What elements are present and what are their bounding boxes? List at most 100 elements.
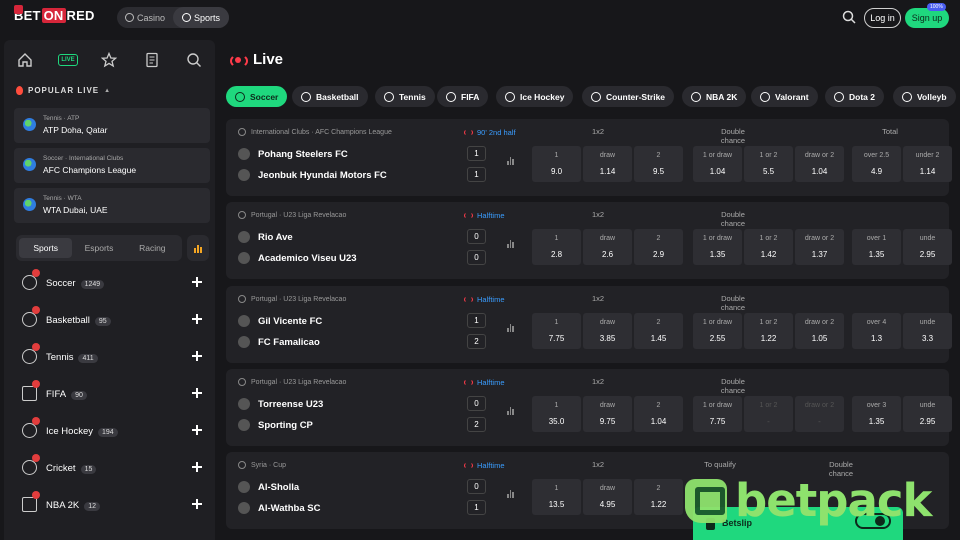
odds-button[interactable]: draw or 2 1.05 xyxy=(795,313,844,349)
stats-button[interactable] xyxy=(187,235,209,261)
popular-item[interactable]: Tennis · ATP ATP Doha, Qatar xyxy=(14,108,210,143)
odds-button[interactable]: unde 3.3 xyxy=(903,313,952,349)
plus-icon[interactable] xyxy=(192,277,202,287)
event-card[interactable]: International Clubs · AFC Champions Leag… xyxy=(226,119,952,196)
odds-button[interactable]: 2 1.45 xyxy=(634,313,683,349)
popular-live-header[interactable]: POPULAR LIVE ▲ xyxy=(16,86,111,95)
chip-fifa[interactable]: FIFA xyxy=(437,86,489,107)
search-icon[interactable] xyxy=(842,10,856,24)
team-home[interactable]: Pohang Steelers FC xyxy=(238,148,348,160)
odds-button[interactable]: 1 or 2 1.42 xyxy=(744,229,793,265)
odds-button[interactable]: 1 9.0 xyxy=(532,146,581,182)
odds-button[interactable]: 1 or draw 1.04 xyxy=(693,146,742,182)
odds-button[interactable]: 1 or 2 5.5 xyxy=(744,146,793,182)
odds-button[interactable]: draw or 2 1.04 xyxy=(795,146,844,182)
switch-sports[interactable]: Sports xyxy=(173,7,229,28)
team-away[interactable]: Academico Viseu U23 xyxy=(238,252,357,264)
odds-button[interactable]: draw 4.95 xyxy=(583,479,632,515)
watermark-text: betpack xyxy=(735,474,932,527)
event-card[interactable]: Portugal · U23 Liga Revelacao Halftime Tor… xyxy=(226,369,952,446)
home-icon[interactable] xyxy=(17,52,33,68)
odds-button[interactable]: 1 13.5 xyxy=(532,479,581,515)
plus-icon[interactable] xyxy=(192,351,202,361)
odds-button[interactable]: 1 or 2- xyxy=(744,396,793,432)
chip-soccer[interactable]: Soccer xyxy=(226,86,288,107)
popular-item[interactable]: Tennis · WTA WTA Dubai, UAE xyxy=(14,188,210,223)
stats-icon[interactable] xyxy=(507,324,514,332)
plus-icon[interactable] xyxy=(192,314,202,324)
chip-basketball[interactable]: Basketball xyxy=(292,86,368,107)
odds-button[interactable]: draw 3.85 xyxy=(583,313,632,349)
tab-esports[interactable]: Esports xyxy=(84,243,114,253)
stats-icon[interactable] xyxy=(507,407,514,415)
plus-icon[interactable] xyxy=(192,425,202,435)
plus-icon[interactable] xyxy=(192,462,202,472)
switch-casino[interactable]: Casino xyxy=(117,7,173,28)
stats-icon[interactable] xyxy=(507,490,514,498)
odds-button[interactable]: over 3 1.35 xyxy=(852,396,901,432)
odds-button[interactable]: 2 1.22 xyxy=(634,479,683,515)
sidebar-item-fifa[interactable]: FIFA 90 xyxy=(4,376,215,413)
odds-button[interactable]: draw 2.6 xyxy=(583,229,632,265)
chip-nba-2k[interactable]: NBA 2K xyxy=(682,86,747,107)
plus-icon[interactable] xyxy=(192,388,202,398)
login-button[interactable]: Log in xyxy=(864,8,901,28)
brand-logo[interactable]: BET ON RED xyxy=(14,5,95,23)
odds-button[interactable]: draw 9.75 xyxy=(583,396,632,432)
odds-button[interactable]: over 1 1.35 xyxy=(852,229,901,265)
team-away[interactable]: Al-Wathba SC xyxy=(238,502,320,514)
odds-button[interactable]: 1 35.0 xyxy=(532,396,581,432)
event-card[interactable]: Portugal · U23 Liga Revelacao Halftime Rio… xyxy=(226,202,952,279)
popular-item[interactable]: Soccer · International Clubs AFC Champio… xyxy=(14,148,210,183)
odds-button[interactable]: 1 or 2 1.22 xyxy=(744,313,793,349)
sidebar-item-cricket[interactable]: Cricket 15 xyxy=(4,450,215,487)
casino-icon xyxy=(124,13,134,22)
tab-racing[interactable]: Racing xyxy=(139,243,166,253)
odds-button[interactable]: 1 7.75 xyxy=(532,313,581,349)
odds-button[interactable]: 2 9.5 xyxy=(634,146,683,182)
stats-icon[interactable] xyxy=(507,157,514,165)
team-away[interactable]: Jeonbuk Hyundai Motors FC xyxy=(238,169,387,181)
chip-dota-2[interactable]: Dota 2 xyxy=(825,86,884,107)
search-icon[interactable] xyxy=(186,52,202,68)
event-card[interactable]: Portugal · U23 Liga Revelacao Halftime Gil… xyxy=(226,286,952,363)
odds-button[interactable]: over 2.5 4.9 xyxy=(852,146,901,182)
live-tab[interactable]: LIVE xyxy=(58,54,78,66)
betslip-toggle[interactable] xyxy=(855,513,891,529)
odds-button[interactable]: under 2 1.14 xyxy=(903,146,952,182)
team-home[interactable]: Al-Sholla xyxy=(238,481,299,493)
chip-volleyball[interactable]: Volleyb xyxy=(893,86,956,107)
sidebar-item-nba-2k[interactable]: NBA 2K 12 xyxy=(4,487,215,524)
betslip-history-icon[interactable] xyxy=(144,52,160,68)
odds-button[interactable]: draw or 2- xyxy=(795,396,844,432)
odds-button[interactable]: unde 2.95 xyxy=(903,229,952,265)
odds-button[interactable]: draw 1.14 xyxy=(583,146,632,182)
odds-button[interactable]: 2 2.9 xyxy=(634,229,683,265)
sidebar-item-soccer[interactable]: Soccer 1249 xyxy=(4,265,215,302)
team-home[interactable]: Gil Vicente FC xyxy=(238,315,322,327)
odds-button[interactable]: draw or 2 1.37 xyxy=(795,229,844,265)
odds-button[interactable]: 1 or draw 1.35 xyxy=(693,229,742,265)
chip-valorant[interactable]: Valorant xyxy=(751,86,818,107)
star-icon[interactable] xyxy=(101,52,117,68)
team-away[interactable]: FC Famalicao xyxy=(238,336,320,348)
team-away[interactable]: Sporting CP xyxy=(238,419,313,431)
team-home[interactable]: Torreense U23 xyxy=(238,398,323,410)
tab-sports[interactable]: Sports xyxy=(19,238,73,258)
team-home[interactable]: Rio Ave xyxy=(238,231,293,243)
stats-icon[interactable] xyxy=(507,240,514,248)
odds-button[interactable]: 1 2.8 xyxy=(532,229,581,265)
odds-button[interactable]: over 4 1.3 xyxy=(852,313,901,349)
plus-icon[interactable] xyxy=(192,499,202,509)
chip-counter-strike[interactable]: Counter-Strike xyxy=(582,86,675,107)
chip-tennis[interactable]: Tennis xyxy=(375,86,435,107)
odds-button[interactable]: unde 2.95 xyxy=(903,396,952,432)
odds-button[interactable]: 2 1.04 xyxy=(634,396,683,432)
chip-ice-hockey[interactable]: Ice Hockey xyxy=(496,86,574,107)
odds-button[interactable]: 1 or draw 7.75 xyxy=(693,396,742,432)
odds-button[interactable]: 1 or draw 2.55 xyxy=(693,313,742,349)
sidebar-item-basketball[interactable]: Basketball 95 xyxy=(4,302,215,339)
sidebar-item-ice-hockey[interactable]: Ice Hockey 194 xyxy=(4,413,215,450)
sidebar-item-tennis[interactable]: Tennis 411 xyxy=(4,339,215,376)
signup-button[interactable]: Sign up xyxy=(905,8,949,28)
